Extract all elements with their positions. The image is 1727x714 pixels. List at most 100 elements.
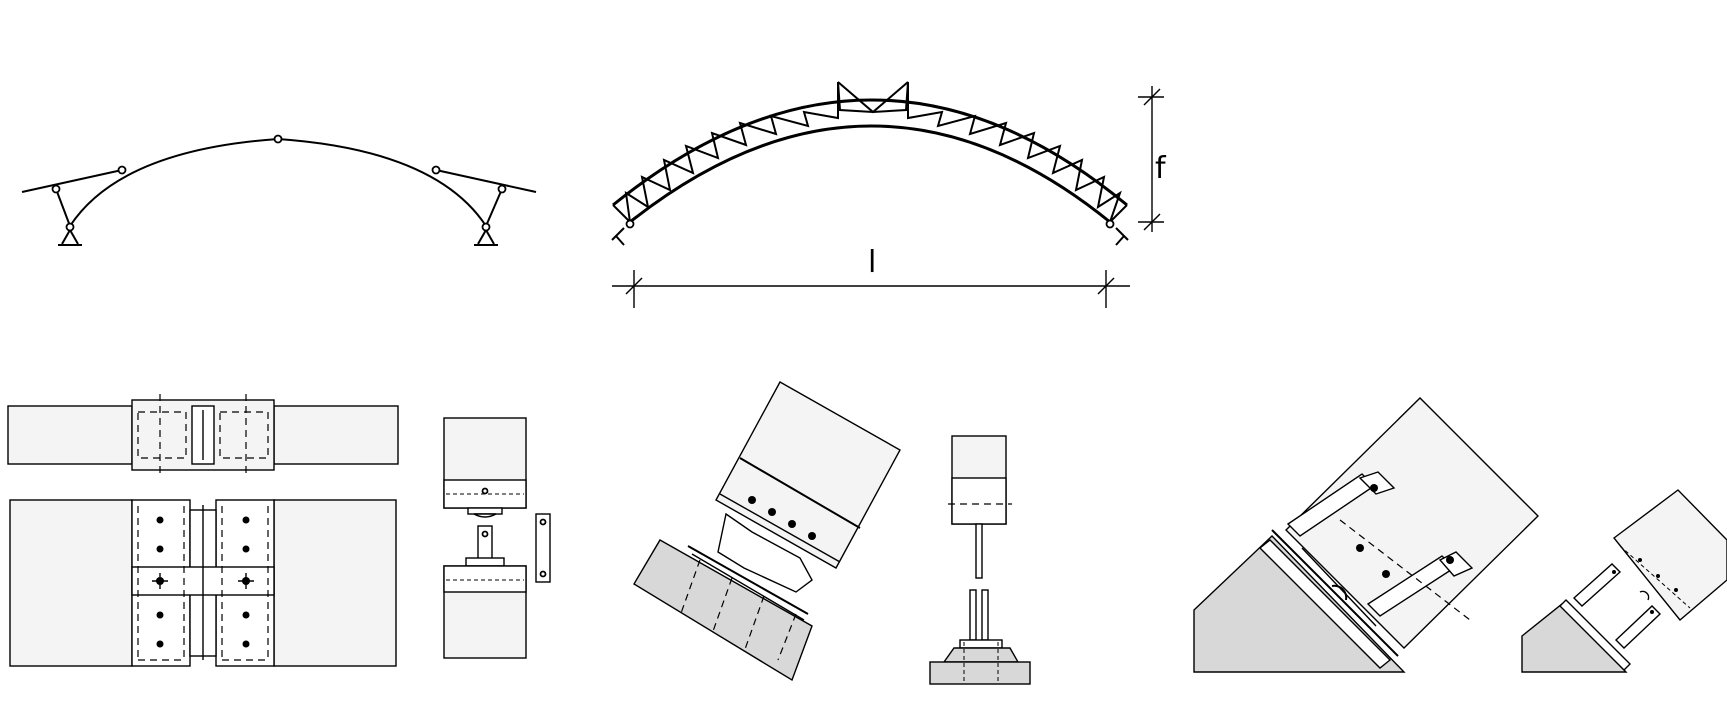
bearing-gusset [717,512,813,593]
arch-curve [69,137,487,227]
end-plate-dashes [137,506,269,661]
left-upper-hinge [117,165,127,175]
separate-pin-plate [535,513,551,583]
bolt [156,516,164,524]
right-base-hinge [481,222,491,232]
truss-top-chord [612,98,1128,207]
right-truss-bearing [1105,219,1115,229]
dashed-centerline [1339,519,1471,621]
crown-hinge-detail [7,394,399,667]
bearing-bed [942,647,1020,663]
bearing-fork-right [981,589,989,641]
left-base-hinge [65,222,75,232]
bearing-base-plate [687,545,809,615]
upper-pin-lug [467,507,503,515]
bolt [788,520,796,528]
arch-member-small [1613,489,1727,621]
vertical-bearing-section [929,435,1031,685]
bolt [1382,570,1390,578]
right-truss-support [1115,227,1129,246]
left-member-top [7,405,133,465]
column-end-plate [951,477,1007,525]
lower-chord-line [1301,547,1377,627]
rise-top-tick [1143,88,1161,106]
bolt [748,496,756,504]
large-inclined-bearing [1193,397,1539,673]
center-bolt-right-dot [242,577,250,585]
bolt [768,508,776,516]
bearing-plate-edge [1271,529,1399,657]
bolt [1612,570,1616,574]
bolt [1356,544,1364,552]
right-member-elev [273,499,397,667]
right-strut-hinge [497,184,507,194]
bolt [1370,484,1378,492]
left-inclined-strut [55,188,71,227]
anchor-bolt-lines [679,559,797,661]
upper-pin-head [473,513,497,518]
lower-end-plate [443,565,527,593]
bolt [242,640,250,648]
truss-web-crown [837,81,909,114]
rise-bottom-tick [1143,213,1161,231]
bearing-base-plate [959,639,1003,649]
bolt [1656,574,1660,578]
pin-arc [1331,584,1348,601]
left-truss-support [611,227,625,246]
left-strut-beam [21,169,123,193]
left-strut-hinge [51,184,61,194]
connection-plate-small-left [1572,563,1622,607]
bearing-plate-small [1559,599,1631,671]
right-inclined-strut [485,188,503,227]
bolt [1638,558,1642,562]
left-truss-bearing [625,219,635,229]
bolt [156,640,164,648]
arch-with-struts-elevation [21,134,537,246]
bearing-plate-large [1258,539,1392,669]
anchor-dashes [963,642,999,684]
pin-plate-hole [539,570,547,578]
foundation-block [929,661,1031,685]
crown-hinge [273,134,283,144]
bolt [1650,610,1654,614]
bearing-fork-left [969,589,977,641]
member-end-plate-line [719,493,841,563]
concrete-abutment [633,539,813,682]
bolt [156,611,164,619]
bolt [242,545,250,553]
dashed-centerline-small [1619,545,1691,609]
bearing-pin [975,523,983,579]
span-left-tick [625,277,643,295]
bolt [156,545,164,553]
arch-member-large [1285,397,1539,649]
bearing-base-plate [691,553,805,621]
trussed-arch-elevation: l f [611,81,1167,308]
truss-bottom-chord [629,124,1111,224]
bolt [1446,556,1454,564]
span-label: l [868,245,876,280]
left-support [58,229,82,246]
hinge-section-detail [443,417,551,659]
pin-arc-small [1639,590,1650,601]
concrete-abutment-small [1521,603,1628,673]
bolt [242,516,250,524]
lower-pin-hole [481,530,489,538]
right-strut-beam [435,169,537,193]
right-support [474,229,498,246]
lower-lug-base [465,557,505,567]
arch-member-incline [715,381,901,569]
rise-label: f [1155,151,1167,186]
small-inclined-bearing [1521,489,1727,673]
connection-plate-small-right [1614,605,1662,649]
bolt [808,532,816,540]
pin-plate-hole [539,518,547,526]
left-member-elev [9,499,133,667]
member-end-plate-line [739,457,861,529]
upper-pin-hole [481,487,489,495]
bolt [1674,588,1678,592]
center-bolt-left-dot [156,577,164,585]
bolt [242,611,250,619]
right-upper-hinge [431,165,441,175]
inclined-bearing-detail [633,381,901,682]
